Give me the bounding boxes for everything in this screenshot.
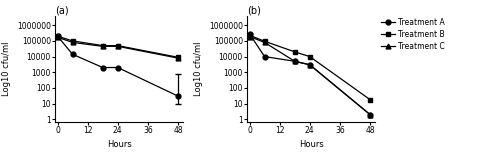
- Treatment B: [175, 56, 181, 58]
- Treatment A: [114, 67, 120, 68]
- Treatment B: [262, 40, 268, 42]
- Line: Treatment A: Treatment A: [247, 31, 372, 117]
- Y-axis label: Log10 cfu/ml: Log10 cfu/ml: [194, 42, 203, 96]
- Treatment C: [262, 41, 268, 43]
- Treatment C: [367, 114, 373, 115]
- Treatment B: [367, 99, 373, 100]
- X-axis label: Hours: Hours: [106, 140, 132, 149]
- Text: (b): (b): [247, 6, 261, 16]
- Treatment A: [100, 67, 105, 68]
- Treatment B: [70, 40, 75, 42]
- Line: Treatment C: Treatment C: [55, 35, 180, 61]
- Line: Treatment B: Treatment B: [247, 33, 372, 102]
- Treatment C: [292, 60, 298, 62]
- Treatment B: [54, 35, 60, 37]
- Treatment A: [246, 33, 252, 35]
- Treatment C: [306, 64, 312, 66]
- Treatment A: [292, 60, 298, 62]
- Treatment A: [367, 114, 373, 115]
- Treatment C: [54, 36, 60, 38]
- Treatment B: [114, 45, 120, 47]
- Y-axis label: Log10 cfu/ml: Log10 cfu/ml: [2, 42, 12, 96]
- Treatment B: [292, 51, 298, 53]
- Text: (a): (a): [55, 6, 68, 16]
- Treatment C: [70, 41, 75, 43]
- X-axis label: Hours: Hours: [298, 140, 324, 149]
- Treatment A: [70, 53, 75, 55]
- Treatment C: [246, 36, 252, 37]
- Treatment B: [246, 34, 252, 36]
- Treatment C: [114, 45, 120, 47]
- Legend: Treatment A, Treatment B, Treatment C: Treatment A, Treatment B, Treatment C: [382, 18, 445, 51]
- Line: Treatment C: Treatment C: [247, 34, 372, 117]
- Line: Treatment A: Treatment A: [55, 34, 180, 99]
- Treatment A: [306, 64, 312, 66]
- Treatment B: [100, 45, 105, 47]
- Treatment C: [100, 45, 105, 47]
- Treatment A: [262, 56, 268, 58]
- Treatment C: [175, 57, 181, 59]
- Treatment A: [54, 35, 60, 37]
- Line: Treatment B: Treatment B: [55, 34, 180, 60]
- Treatment A: [175, 95, 181, 97]
- Treatment B: [306, 56, 312, 58]
